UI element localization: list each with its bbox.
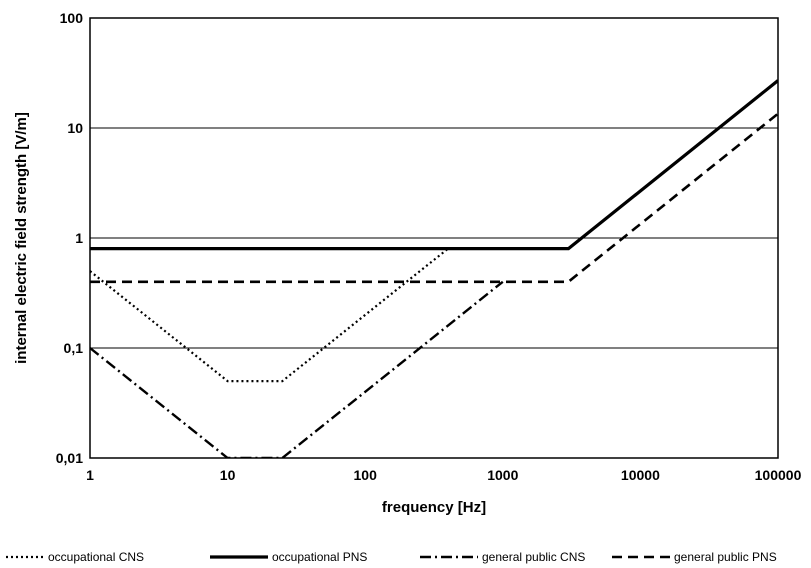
y-axis-ticks: 0,01 0,1 1 10 100 <box>56 10 83 466</box>
y-axis-label: internal electric field strength [V/m] <box>13 112 30 364</box>
legend-label: occupational CNS <box>48 550 144 564</box>
x-tick-label: 10 <box>220 467 236 483</box>
x-axis-label: frequency [Hz] <box>382 499 486 516</box>
series-line-general-public-pns <box>90 112 778 284</box>
y-tick-label: 100 <box>60 10 84 26</box>
legend-label: general public CNS <box>482 550 585 564</box>
series-line-occupational-pns <box>90 79 778 251</box>
y-tick-label: 1 <box>75 230 83 246</box>
plot-frame <box>89 17 779 459</box>
series-layer <box>90 79 778 458</box>
legend-label: occupational PNS <box>272 550 367 564</box>
x-tick-label: 10000 <box>621 467 660 483</box>
legend-label: general public PNS <box>674 550 777 564</box>
x-axis-ticks: 1 10 100 1000 10000 100000 <box>86 467 801 483</box>
x-tick-label: 1 <box>86 467 94 483</box>
series-line-general-public-cns <box>90 280 504 458</box>
x-tick-label: 100 <box>354 467 378 483</box>
x-tick-label: 1000 <box>487 467 518 483</box>
y-tick-label: 0,1 <box>64 340 84 356</box>
series-line-occupational-cns <box>90 247 449 383</box>
y-tick-label: 0,01 <box>56 450 83 466</box>
grid-lines <box>90 17 778 459</box>
legend: occupational CNS occupational PNS general … <box>6 550 777 564</box>
y-tick-label: 10 <box>67 120 83 136</box>
x-tick-label: 100000 <box>755 467 802 483</box>
